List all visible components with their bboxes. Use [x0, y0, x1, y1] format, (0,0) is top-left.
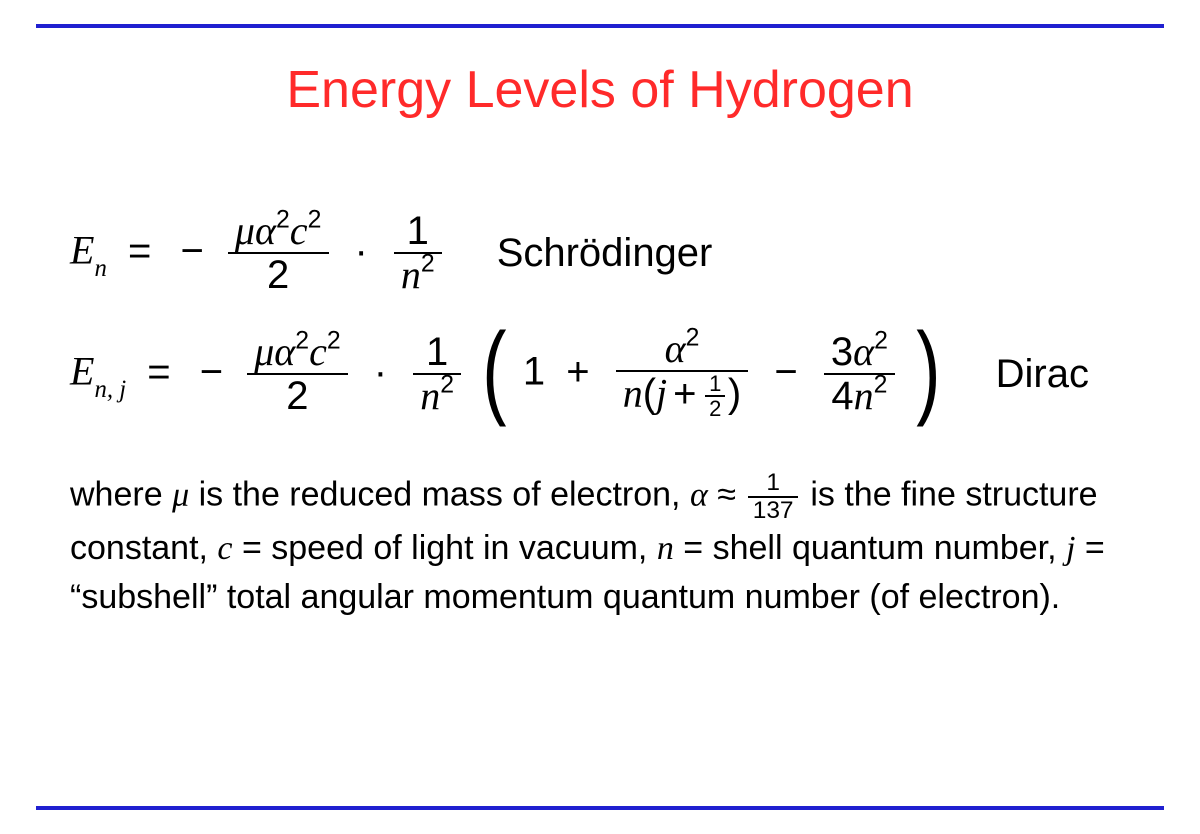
op-eq2: =	[137, 350, 180, 394]
op-eq: =	[233, 529, 272, 567]
t1-alpha-pow: 2	[686, 325, 700, 352]
pow-c: 2	[308, 207, 322, 234]
den-2: 2	[228, 252, 329, 296]
frac-term2: 3α2 4n2	[824, 331, 895, 417]
paren-body: 1 + α2 n(j+12) − 3α2 4n2	[523, 328, 900, 420]
pow-n2: 2	[440, 372, 454, 399]
sym-E: E	[70, 228, 94, 273]
math-dirac: En, j = − μα2c2 2 · 1 n2 ( 1 +	[70, 328, 946, 420]
den-2b: 2	[247, 373, 348, 417]
sym-mu2: μ	[254, 329, 274, 374]
txt: speed of light in vacuum,	[271, 529, 657, 567]
op-minus: −	[172, 229, 211, 273]
half-num: 1	[705, 372, 725, 395]
paren-one: 1	[523, 350, 545, 394]
sym-c2: c	[309, 329, 327, 374]
pow-alpha: 2	[276, 207, 290, 234]
sym-n2: n	[420, 373, 440, 418]
op-eq: =	[674, 529, 713, 567]
fine-den: 137	[748, 496, 798, 524]
txt: where	[70, 476, 172, 514]
op-cdot: ·	[344, 229, 377, 273]
op-minus3: −	[764, 350, 807, 394]
t2-n: n	[854, 373, 874, 418]
desc-n: n	[657, 530, 674, 567]
fine-num: 1	[748, 470, 798, 496]
pow-c2: 2	[327, 328, 341, 355]
txt: shell quantum number,	[713, 529, 1066, 567]
rparen: )	[916, 326, 940, 414]
t2-alpha-pow: 2	[874, 328, 888, 355]
t1-j: j	[656, 371, 667, 416]
label-dirac: Dirac	[996, 352, 1089, 397]
t2-4: 4	[831, 374, 853, 418]
sym-E2: E	[70, 349, 94, 394]
half-den: 2	[705, 395, 725, 420]
frac-fine: 1137	[748, 470, 798, 523]
math-schrodinger: En = − μα2c2 2 · 1 n2	[70, 210, 447, 296]
t2-n-pow: 2	[874, 372, 888, 399]
t2-3: 3	[831, 330, 853, 374]
t2-alpha: α	[853, 329, 874, 374]
num-1: 1	[394, 210, 442, 252]
txt: is the reduced mass of electron,	[189, 476, 690, 514]
lparen: (	[482, 326, 506, 414]
t1-alpha: α	[665, 326, 686, 371]
pow-alpha2: 2	[295, 328, 309, 355]
t1-n: n	[623, 371, 643, 416]
sub-nj: n, j	[94, 376, 126, 403]
frac-term1: α2 n(j+12)	[616, 328, 749, 420]
frac-coeff: μα2c2 2	[228, 210, 329, 296]
sub-n: n	[94, 255, 106, 282]
pow-n: 2	[421, 251, 435, 278]
slide: Energy Levels of Hydrogen En = − μα2c2 2…	[0, 0, 1200, 834]
desc-alpha: α	[690, 477, 708, 514]
num-1b: 1	[413, 331, 461, 373]
equation-schrodinger: En = − μα2c2 2 · 1 n2 Schrödinger	[70, 210, 1130, 296]
op-eq: =	[1075, 529, 1104, 567]
sym-alpha2: α	[274, 329, 295, 374]
sym-n: n	[401, 252, 421, 297]
description: where μ is the reduced mass of electron,…	[70, 470, 1130, 622]
slide-title: Energy Levels of Hydrogen	[0, 60, 1200, 120]
frac-1-over-n2: 1 n2	[394, 210, 442, 296]
equation-dirac: En, j = − μα2c2 2 · 1 n2 ( 1 +	[70, 328, 1130, 420]
top-rule	[36, 24, 1164, 28]
frac-1-over-n2b: 1 n2	[413, 331, 461, 417]
op-plus: +	[556, 350, 599, 394]
op-eq: =	[118, 229, 161, 273]
sym-mu: μ	[235, 208, 255, 253]
label-schrodinger: Schrödinger	[497, 231, 713, 276]
bottom-rule	[36, 806, 1164, 810]
frac-half: 12	[705, 372, 725, 420]
frac-coeff2: μα2c2 2	[247, 331, 348, 417]
op-minus2: −	[192, 350, 231, 394]
sym-c: c	[290, 208, 308, 253]
txt: “subshell” total angular momentum quantu…	[70, 578, 1060, 616]
desc-c: c	[217, 530, 232, 567]
slide-body: En = − μα2c2 2 · 1 n2 Schrödinger	[70, 210, 1130, 622]
op-approx: ≈	[708, 476, 746, 514]
op-cdot2: ·	[364, 350, 397, 394]
desc-mu: μ	[172, 477, 189, 514]
sym-alpha: α	[255, 208, 276, 253]
